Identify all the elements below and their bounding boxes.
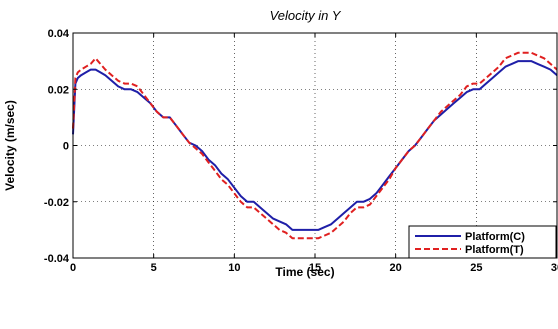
x-axis-title: Time (sec) xyxy=(275,265,334,279)
y-tick-label: 0.04 xyxy=(48,28,70,40)
y-axis-title: Velocity (m/sec) xyxy=(3,100,17,191)
x-tick-label: 0 xyxy=(70,262,76,274)
legend-label-1: Platform(C) xyxy=(465,231,525,243)
x-tick-label: 15 xyxy=(309,262,321,274)
series-layer xyxy=(72,51,558,240)
x-tick-label: 5 xyxy=(151,262,157,274)
y-tick-label: 0.02 xyxy=(48,84,69,96)
x-tick-label: 25 xyxy=(470,262,482,274)
y-tick-label: -0.04 xyxy=(44,253,70,265)
x-tick-label: 20 xyxy=(390,262,402,274)
legend: Platform(C)Platform(T) xyxy=(408,225,557,259)
series-line-2 xyxy=(72,51,558,240)
axis-ticks: 0 5 10 15 20 25 30 -0.04 -0.02 0 0.02 0.04 xyxy=(44,28,558,274)
y-tick-label: -0.02 xyxy=(44,197,69,209)
x-tick-label: 10 xyxy=(228,262,240,274)
legend-box xyxy=(408,225,557,259)
chart-title: Velocity in Y xyxy=(270,8,342,23)
grid xyxy=(73,33,557,258)
x-tick-label: 30 xyxy=(551,262,558,274)
legend-label-2: Platform(T) xyxy=(465,244,524,256)
series-line-1 xyxy=(72,60,558,231)
y-tick-label: 0 xyxy=(63,141,69,153)
